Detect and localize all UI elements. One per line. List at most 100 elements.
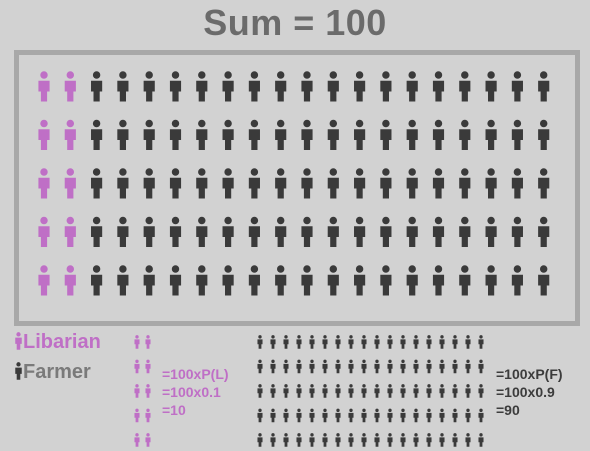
person-icon-farmer [322, 408, 328, 423]
person-icon-farmer [459, 216, 471, 248]
person-icon-farmer [485, 168, 497, 199]
person-icon-farmer [374, 433, 380, 447]
person-icon-librarian [134, 433, 140, 447]
person-icon-farmer [380, 71, 392, 102]
person-icon-farmer [117, 265, 129, 296]
person-icon-farmer [270, 359, 276, 374]
person-icon-farmer [452, 433, 458, 447]
person-icon-farmer [322, 359, 328, 374]
person-icon-librarian [145, 433, 151, 447]
person-icon-farmer [485, 265, 497, 296]
person-icon-farmer [91, 71, 103, 102]
person-icon-farmer [465, 408, 471, 423]
person-icon-farmer [335, 433, 341, 447]
person-icon-farmer [283, 359, 289, 374]
person-icon-farmer [511, 119, 523, 151]
person-icon-farmer [275, 265, 287, 296]
legend-farmer: Farmer [14, 361, 91, 384]
person-icon-farmer [335, 408, 341, 423]
person-icon-farmer [432, 119, 445, 151]
person-icon-farmer [222, 265, 234, 296]
person-icon-farmer [511, 168, 523, 199]
person-icon-farmer [380, 265, 392, 296]
farmer-equation-line: =100xP(F) [496, 366, 563, 382]
legend-farmer-label: Farmer [23, 361, 91, 383]
person-icon-farmer [538, 168, 550, 199]
person-icon-farmer [348, 433, 354, 447]
person-icon-farmer [196, 168, 208, 199]
person-icon-farmer [478, 433, 484, 447]
person-icon-farmer [374, 359, 380, 374]
librarian-equation-line: =10 [162, 402, 186, 418]
person-icon-farmer [432, 216, 445, 248]
person-icon-farmer [361, 433, 367, 447]
person-icon-farmer [354, 216, 366, 248]
person-icon-farmer [380, 119, 392, 151]
person-icon-farmer [478, 335, 484, 349]
person-icon-farmer [301, 216, 313, 248]
person-icon-farmer [413, 335, 419, 349]
person-icon-farmer [380, 168, 392, 199]
person-icon-farmer [309, 359, 315, 374]
person-icon-farmer [459, 265, 471, 296]
farmer-equation-line: =100x0.9 [496, 384, 555, 400]
person-icon-farmer [257, 433, 263, 447]
person-icon-farmer [322, 384, 328, 398]
person-icon-librarian [64, 71, 76, 102]
person-icon-librarian [64, 216, 76, 248]
person-icon-farmer [117, 71, 129, 102]
person-icon-librarian [134, 384, 140, 398]
person-icon-farmer [327, 71, 339, 102]
person-icon-farmer [465, 359, 471, 374]
person-icon-farmer [222, 71, 234, 102]
person-icon-librarian [145, 384, 151, 398]
person-icon-farmer [309, 384, 315, 398]
person-icon-farmer [400, 384, 406, 398]
person-icon-farmer [439, 384, 445, 398]
person-icon-farmer [91, 265, 103, 296]
person-icon-farmer [459, 168, 471, 199]
person-icon-farmer [348, 408, 354, 423]
person-icon-farmer [485, 216, 497, 248]
person-icon-farmer [387, 384, 393, 398]
person-icon-librarian [15, 332, 22, 350]
person-icon-farmer [169, 265, 182, 296]
person-icon-farmer [374, 384, 380, 398]
person-icon-farmer [478, 384, 484, 398]
person-icon-farmer [439, 408, 445, 423]
person-icon-librarian [145, 335, 151, 349]
person-icon-farmer [400, 335, 406, 349]
person-icon-farmer [270, 384, 276, 398]
person-icon-farmer [387, 359, 393, 374]
person-icon-farmer [196, 71, 208, 102]
person-icon-farmer [452, 335, 458, 349]
person-icon-farmer [439, 335, 445, 349]
person-icon-farmer [117, 216, 129, 248]
person-icon-farmer [143, 265, 155, 296]
person-icon-farmer [15, 362, 22, 380]
person-icon-farmer [169, 119, 182, 151]
person-icon-farmer [301, 71, 313, 102]
person-icon-farmer [275, 216, 287, 248]
person-icon-farmer [354, 265, 366, 296]
person-icon-farmer [270, 335, 276, 349]
person-icon-farmer [327, 168, 339, 199]
person-icon-farmer [143, 168, 155, 199]
person-icon-librarian [38, 168, 50, 199]
person-icon-farmer [406, 216, 418, 248]
person-icon-farmer [400, 433, 406, 447]
person-icon-farmer [426, 384, 432, 398]
person-icon-librarian [38, 216, 50, 248]
person-icon-farmer [196, 265, 208, 296]
person-icon-librarian [38, 265, 50, 296]
legend-librarian-label: Libarian [23, 331, 101, 353]
person-icon-farmer [361, 335, 367, 349]
person-icon-farmer [296, 433, 302, 447]
person-icon-farmer [296, 384, 302, 398]
person-icon-farmer [361, 384, 367, 398]
person-icon-librarian [64, 265, 76, 296]
person-icon-farmer [169, 71, 182, 102]
person-icon-farmer [91, 168, 103, 199]
person-icon-farmer [91, 216, 103, 248]
person-icon-farmer [257, 384, 263, 398]
